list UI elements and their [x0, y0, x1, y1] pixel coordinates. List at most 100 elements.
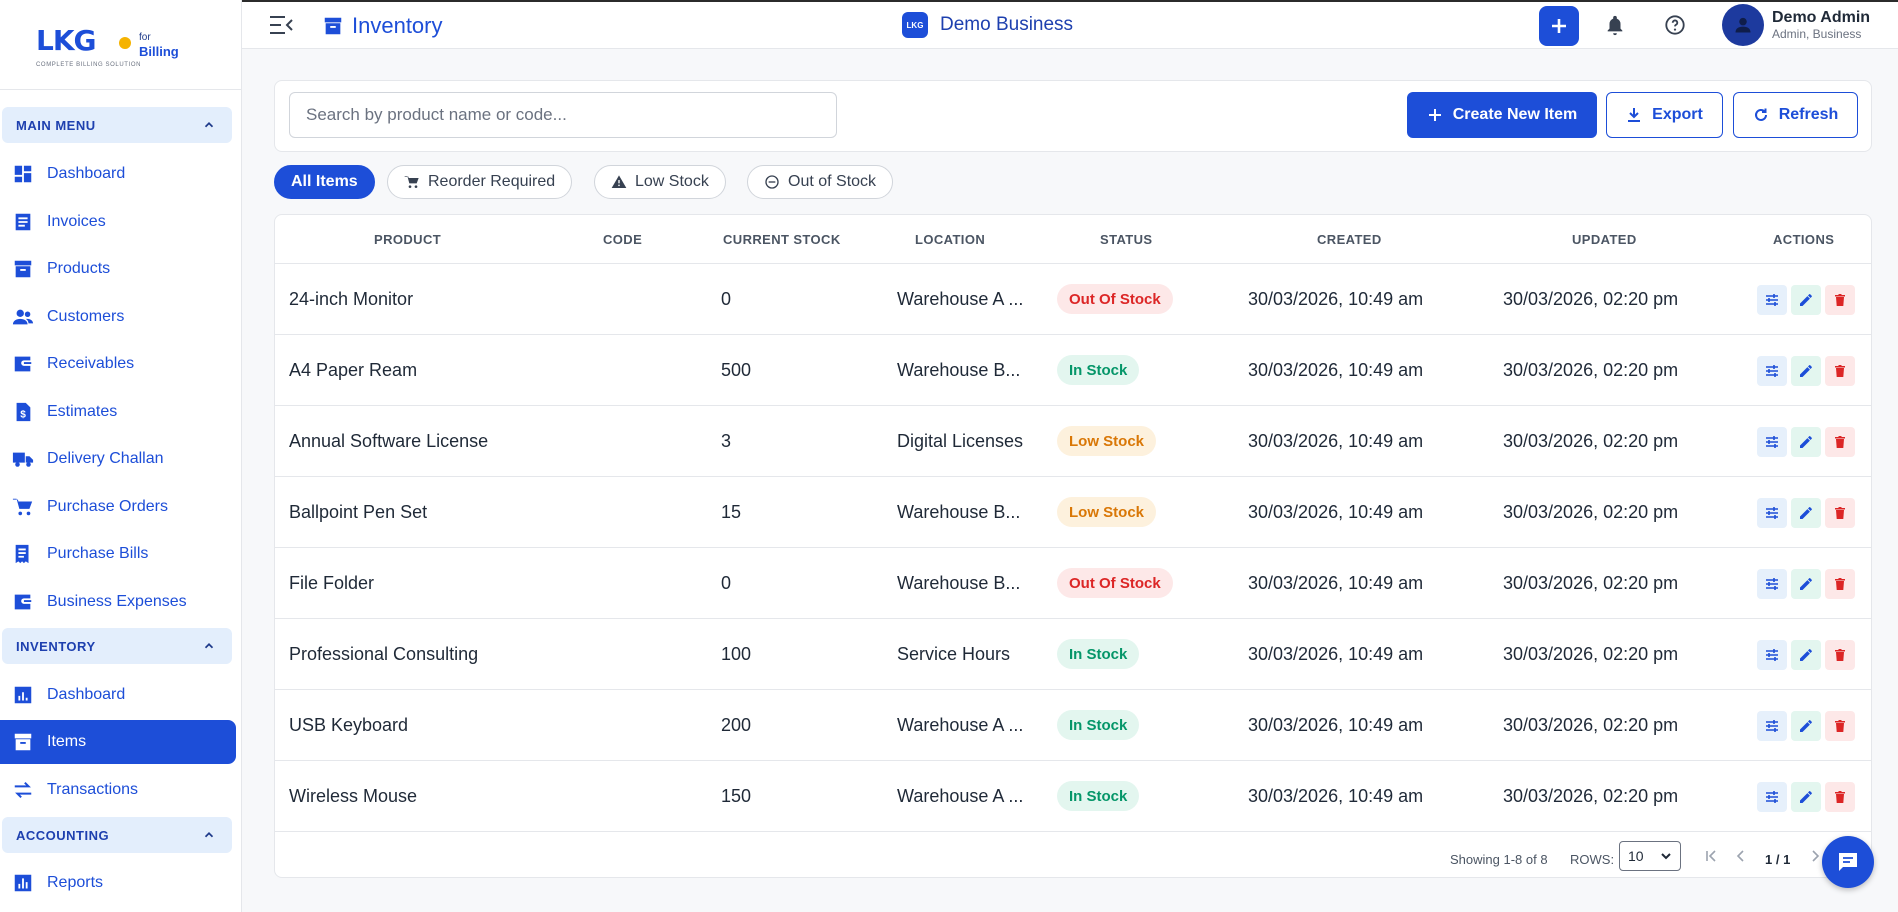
sidebar-item-items[interactable]: Items — [0, 720, 236, 764]
edit-button[interactable] — [1791, 569, 1821, 599]
first-page-button[interactable] — [1701, 846, 1721, 866]
bell-icon[interactable] — [1604, 14, 1626, 36]
sidebar-item-estimates[interactable]: $ Estimates — [0, 390, 236, 434]
quick-add-button[interactable] — [1539, 6, 1579, 46]
edit-button[interactable] — [1791, 285, 1821, 315]
sidebar-item-delivery-challan[interactable]: Delivery Challan — [0, 437, 236, 481]
delete-button[interactable] — [1825, 569, 1855, 599]
adjust-stock-button[interactable] — [1757, 285, 1787, 315]
updated-date: 30/03/2026, 02:20 pm — [1503, 289, 1679, 309]
table-header: PRODUCT CODE CURRENT STOCK LOCATION STAT… — [275, 215, 1871, 264]
adjust-stock-button[interactable] — [1757, 782, 1787, 812]
section-inventory[interactable]: INVENTORY — [2, 628, 232, 664]
sidebar-item-receivables[interactable]: Receivables — [0, 342, 236, 386]
logo-dot-icon — [119, 37, 131, 49]
product-name: A4 Paper Ream — [289, 360, 418, 380]
refresh-button[interactable]: Refresh — [1733, 92, 1858, 138]
delete-button[interactable] — [1825, 498, 1855, 528]
brand-logo[interactable]: LKG for Billing COMPLETE BILLING SOLUTIO… — [0, 0, 241, 90]
download-icon — [1628, 108, 1641, 122]
adjust-stock-button[interactable] — [1757, 427, 1787, 457]
business-switcher[interactable]: LKG Demo Business — [902, 12, 1073, 38]
created-date: 30/03/2026, 10:49 am — [1248, 644, 1424, 664]
sidebar-item-purchase-bills[interactable]: Purchase Bills — [0, 532, 236, 576]
delete-button[interactable] — [1825, 285, 1855, 315]
sidebar-item-transactions[interactable]: Transactions — [0, 768, 236, 812]
export-button[interactable]: Export — [1606, 92, 1723, 138]
table-row[interactable]: Wireless Mouse 150 Warehouse A ... In St… — [275, 761, 1871, 832]
sidebar-item-business-expenses[interactable]: Business Expenses — [0, 580, 236, 624]
column-header-updated[interactable]: UPDATED — [1572, 232, 1637, 247]
filter-reorder-required[interactable]: Reorder Required — [387, 165, 573, 199]
edit-button[interactable] — [1791, 498, 1821, 528]
column-header-product[interactable]: PRODUCT — [374, 232, 442, 247]
product-name: Ballpoint Pen Set — [289, 502, 428, 522]
filter-label: Low Stock — [635, 173, 709, 190]
edit-button[interactable] — [1791, 356, 1821, 386]
sidebar-item-dashboard[interactable]: Dashboard — [0, 152, 236, 196]
column-header-current-stock[interactable]: CURRENT STOCK — [723, 232, 841, 247]
table-row[interactable]: USB Keyboard 200 Warehouse A ... In Stoc… — [275, 690, 1871, 761]
filter-out-of-stock[interactable]: Out of Stock — [747, 165, 894, 199]
create-new-item-button[interactable]: Create New Item — [1407, 92, 1597, 138]
column-header-created[interactable]: CREATED — [1317, 232, 1382, 247]
pencil-icon — [1800, 791, 1812, 803]
menu-collapse-icon[interactable] — [268, 14, 294, 36]
column-header-location[interactable]: LOCATION — [915, 232, 986, 247]
user-menu[interactable]: Demo Admin Admin, Business — [1722, 4, 1870, 46]
edit-button[interactable] — [1791, 640, 1821, 670]
delete-button[interactable] — [1825, 356, 1855, 386]
column-header-status[interactable]: STATUS — [1100, 232, 1153, 247]
filter-all-items[interactable]: All Items — [274, 165, 375, 199]
trash-icon — [1835, 720, 1845, 732]
adjust-stock-button[interactable] — [1757, 569, 1787, 599]
delete-button[interactable] — [1825, 711, 1855, 741]
previous-page-button[interactable] — [1731, 846, 1751, 866]
tune-icon — [1766, 436, 1778, 448]
location: Warehouse A ... — [897, 786, 1024, 806]
logo-for: for — [139, 32, 151, 43]
sidebar-item-purchase-orders[interactable]: Purchase Orders — [0, 485, 236, 529]
delete-button[interactable] — [1825, 782, 1855, 812]
adjust-stock-button[interactable] — [1757, 640, 1787, 670]
help-icon[interactable] — [1664, 14, 1686, 36]
adjust-stock-button[interactable] — [1757, 498, 1787, 528]
rows-per-page-select[interactable]: 10 — [1619, 841, 1681, 871]
search-input[interactable] — [289, 92, 837, 138]
delete-button[interactable] — [1825, 640, 1855, 670]
next-page-button[interactable] — [1805, 846, 1825, 866]
edit-button[interactable] — [1791, 711, 1821, 741]
sidebar-item-customers[interactable]: Customers — [0, 295, 236, 339]
adjust-stock-button[interactable] — [1757, 356, 1787, 386]
section-main-menu[interactable]: MAIN MENU — [2, 107, 232, 143]
section-accounting[interactable]: ACCOUNTING — [2, 817, 232, 853]
trash-icon — [1835, 365, 1845, 377]
updated-date: 30/03/2026, 02:20 pm — [1503, 644, 1679, 664]
sidebar-item-invoices[interactable]: Invoices — [0, 200, 236, 244]
edit-button[interactable] — [1791, 782, 1821, 812]
sidebar-item-inventory-dashboard[interactable]: Dashboard — [0, 673, 236, 717]
sidebar-item-label: Invoices — [47, 213, 106, 230]
chat-button[interactable] — [1822, 836, 1874, 888]
created-date: 30/03/2026, 10:49 am — [1248, 431, 1424, 451]
adjust-stock-button[interactable] — [1757, 711, 1787, 741]
avatar — [1722, 4, 1764, 46]
refresh-label: Refresh — [1778, 106, 1839, 123]
tune-icon — [1766, 578, 1778, 590]
table-row[interactable]: Annual Software License 3 Digital Licens… — [275, 406, 1871, 477]
sidebar-item-reports[interactable]: Reports — [0, 861, 236, 905]
table-row[interactable]: A4 Paper Ream 500 Warehouse B... In Stoc… — [275, 335, 1871, 406]
sidebar-item-products[interactable]: Products — [0, 247, 236, 291]
column-header-code[interactable]: CODE — [603, 232, 643, 247]
table-row[interactable]: File Folder 0 Warehouse B... Out Of Stoc… — [275, 548, 1871, 619]
table-row[interactable]: Professional Consulting 100 Service Hour… — [275, 619, 1871, 690]
tune-icon — [1766, 791, 1778, 803]
sidebar-item-label: Customers — [47, 308, 125, 325]
table-row[interactable]: 24-inch Monitor 0 Warehouse A ... Out Of… — [275, 264, 1871, 335]
edit-button[interactable] — [1791, 427, 1821, 457]
delete-button[interactable] — [1825, 427, 1855, 457]
product-name: File Folder — [289, 573, 375, 593]
filter-low-stock[interactable]: Low Stock — [594, 165, 726, 199]
table-row[interactable]: Ballpoint Pen Set 15 Warehouse B... Low … — [275, 477, 1871, 548]
chat-icon — [1839, 853, 1857, 871]
